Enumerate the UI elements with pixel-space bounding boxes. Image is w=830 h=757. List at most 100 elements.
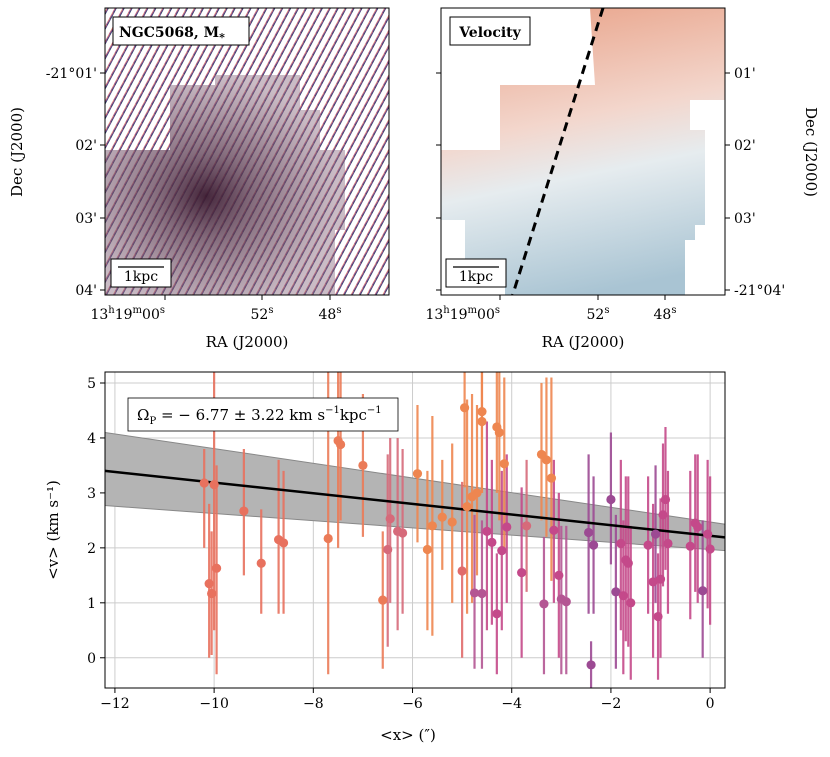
data-point	[626, 598, 636, 608]
left-panel-label-box: NGC5068, M*	[112, 16, 250, 46]
x-tick-label: −8	[303, 696, 324, 712]
data-point	[477, 416, 487, 427]
left-xtick-2: 48s	[319, 305, 342, 323]
data-point	[658, 510, 668, 520]
left-ytick-2: 03'	[75, 211, 97, 227]
data-points	[199, 403, 715, 670]
right-ytick-2: 03'	[734, 211, 756, 227]
data-point	[517, 567, 527, 578]
left-xtick-0: 13h19m00s	[90, 305, 165, 323]
left-ytick-3: 04'	[75, 283, 97, 299]
data-point	[650, 529, 661, 539]
y-tick-label: 5	[87, 376, 96, 392]
data-point	[492, 609, 502, 619]
data-point	[586, 660, 596, 670]
data-point	[437, 512, 447, 522]
data-point	[212, 563, 222, 573]
y-tick-label: 4	[87, 431, 96, 447]
data-point	[705, 544, 715, 554]
annotation-text: ΩP = − 6.77 ± 3.22 km s−1kpc−1	[137, 405, 382, 427]
left-panel-label: NGC5068, M	[119, 25, 219, 41]
data-point	[482, 526, 492, 536]
data-point	[499, 459, 509, 469]
right-panel-label: Velocity	[458, 25, 521, 41]
right-xtick-0: 13h19m00s	[425, 305, 500, 323]
velocity-field-region	[441, 8, 725, 295]
data-point	[663, 538, 673, 549]
data-point	[199, 478, 209, 488]
data-point	[693, 522, 703, 532]
y-tick-label: 0	[87, 651, 96, 667]
data-point	[494, 427, 504, 438]
x-tick-label: −6	[402, 696, 423, 712]
galaxy-stellar-mass-region	[105, 75, 345, 295]
y-tick-label: 2	[87, 541, 96, 557]
left-xlabel: RA (J2000)	[206, 333, 289, 351]
data-point	[469, 588, 480, 598]
data-point	[398, 528, 408, 538]
data-point	[554, 570, 564, 580]
data-point	[648, 577, 658, 587]
data-point	[323, 533, 333, 544]
data-point	[385, 514, 395, 524]
data-point	[422, 544, 432, 555]
x-tick-label: −4	[501, 696, 522, 712]
confidence-band	[104, 431, 726, 552]
velocity-map-panel: Velocity 1kpc 01' 02' 03' -21°04' 13h19m…	[425, 7, 820, 351]
data-point	[549, 525, 559, 535]
x-tick-label: −2	[601, 696, 622, 712]
pattern-speed-plot: −12 −10 −8 −6 −4 −2 0 0 1 2 3 4 5 ΩP = − 6.77 ± 3.22…	[44, 371, 726, 744]
data-point	[412, 469, 423, 479]
data-point	[472, 488, 482, 498]
data-point	[502, 522, 512, 532]
data-point	[611, 587, 621, 597]
right-panel-label-box: Velocity	[449, 16, 531, 46]
data-point	[561, 597, 571, 607]
right-xtick-2: 48s	[654, 305, 677, 323]
data-point	[643, 540, 653, 550]
right-ylabel: Dec (J2000)	[802, 107, 820, 197]
left-panel-frame	[104, 7, 390, 296]
data-point	[336, 439, 346, 450]
right-xlabel: RA (J2000)	[542, 333, 625, 351]
data-point	[278, 538, 289, 548]
data-point	[698, 586, 708, 596]
data-point	[618, 591, 628, 601]
data-point	[457, 566, 467, 576]
left-x-ticks: 13h19m00s 52s 48s	[90, 295, 341, 323]
left-ytick-1: 02'	[75, 138, 97, 154]
data-point	[584, 527, 594, 538]
left-xtick-1: 52s	[251, 305, 274, 323]
data-point	[239, 506, 249, 516]
x-tick-label: 0	[706, 696, 715, 712]
data-point	[207, 588, 217, 599]
plot-ylabel: <v> (km s⁻¹)	[44, 480, 62, 580]
stellar-mass-map-panel: NGC5068, M* 1kpc -21°01' 02' 03' 04' 13h…	[8, 7, 390, 351]
right-x-ticks: 13h19m00s 52s 48s	[425, 295, 676, 323]
data-point	[539, 599, 549, 609]
x-tick-label: −10	[199, 696, 229, 712]
data-point	[383, 544, 393, 555]
annotation-box: ΩP = − 6.77 ± 3.22 km s−1kpc−1	[127, 397, 399, 432]
data-point	[653, 611, 663, 622]
right-ytick-0: 01'	[734, 66, 756, 82]
data-point	[204, 578, 214, 589]
left-scalebar: 1kpc	[110, 258, 172, 288]
left-ylabel: Dec (J2000)	[8, 107, 26, 197]
plot-xlabel: <x> (″)	[380, 726, 436, 744]
right-panel-frame	[440, 7, 726, 296]
kinematic-axis-line	[511, 8, 605, 295]
data-point	[606, 494, 616, 505]
data-point	[685, 541, 695, 551]
data-point	[358, 460, 368, 471]
right-scalebar: 1kpc	[445, 258, 507, 288]
x-tick-label: −12	[100, 696, 130, 712]
data-point	[427, 521, 437, 531]
data-point	[660, 494, 671, 505]
data-point	[256, 558, 266, 568]
data-point	[703, 529, 713, 539]
data-point	[447, 517, 457, 527]
right-ytick-1: 02'	[734, 138, 756, 154]
right-scalebar-label: 1kpc	[459, 269, 493, 285]
plot-ticks: −12 −10 −8 −6 −4 −2 0 0 1 2 3 4 5	[87, 376, 715, 712]
